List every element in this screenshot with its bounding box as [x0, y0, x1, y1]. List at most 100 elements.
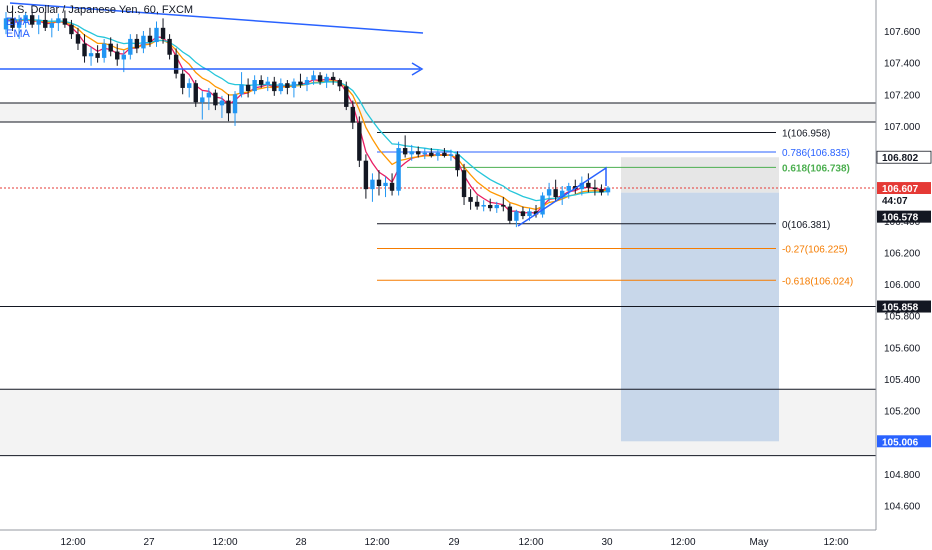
candle-body — [258, 80, 264, 85]
x-tick-label: 29 — [448, 537, 460, 548]
candle-body — [206, 92, 212, 98]
candle-body — [16, 21, 22, 28]
candle-body — [213, 92, 218, 106]
candle-body — [435, 152, 441, 156]
x-tick-label: 12:00 — [518, 537, 543, 548]
y-tick-label: 104.600 — [884, 502, 921, 513]
candle-body — [592, 187, 598, 190]
fib-level-label: -0.618(106.024) — [782, 276, 853, 287]
y-tick-label: 106.000 — [884, 280, 921, 291]
y-tick-label: 106.200 — [884, 248, 921, 259]
candle-body — [357, 122, 362, 161]
ema-indicator-label[interactable]: EMA — [6, 16, 30, 28]
candle-body — [3, 18, 9, 30]
candle-body — [559, 190, 565, 198]
ema-indicator-label[interactable]: EMA — [6, 28, 30, 40]
price-label: 105.858 — [882, 303, 919, 314]
x-tick-label: 12:00 — [670, 537, 695, 548]
candle-body — [141, 35, 146, 49]
y-tick-label: 104.800 — [884, 470, 921, 481]
candle-body — [376, 179, 382, 187]
candle-body — [533, 211, 539, 215]
candle-body — [62, 18, 68, 25]
candle-body — [389, 182, 395, 191]
candle-body — [167, 38, 172, 55]
candle-body — [488, 204, 493, 209]
candle-body — [429, 152, 434, 156]
candle-body — [121, 54, 126, 60]
x-tick-label: 12:00 — [60, 537, 85, 548]
fib-level-label: 0.786(106.835) — [782, 148, 850, 159]
candle-body — [520, 211, 526, 217]
candle-body — [180, 73, 185, 88]
candle-body — [95, 53, 100, 58]
candle-body — [56, 18, 61, 24]
candle-body — [291, 81, 297, 88]
chart-legend: U.S. Dollar / Japanese Yen, 60, FXCM EMA… — [6, 4, 193, 40]
price-label: 106.802 — [882, 153, 919, 164]
candle-body — [43, 19, 48, 28]
fib-level-label: -0.27(106.225) — [782, 244, 848, 255]
candle-body — [540, 195, 545, 215]
stop-loss-zone — [621, 157, 779, 193]
candle-body — [147, 35, 153, 43]
candle-body — [324, 76, 329, 82]
candle-body — [115, 51, 120, 60]
arrow-head — [411, 62, 424, 76]
candle-body — [23, 15, 28, 22]
candle-body — [448, 154, 454, 156]
candle-body — [154, 27, 159, 43]
candle-body — [245, 84, 251, 92]
candle-body — [75, 34, 81, 44]
candle-body — [108, 43, 113, 52]
x-tick-label: 12:00 — [823, 537, 848, 548]
candle-body — [481, 204, 486, 207]
candle-body — [383, 182, 388, 187]
x-tick-label: 27 — [143, 537, 155, 548]
candle-body — [337, 80, 342, 87]
fib-level-label: 1(106.958) — [782, 129, 830, 140]
candle-body — [461, 170, 467, 198]
candle-body — [599, 189, 604, 193]
x-tick-label: 12:00 — [212, 537, 237, 548]
candle-body — [409, 151, 414, 155]
fib-level-label: 0.618(106.738) — [782, 163, 850, 174]
price-label-box — [877, 300, 931, 313]
x-tick-label: 28 — [295, 537, 307, 548]
symbol-title[interactable]: U.S. Dollar / Japanese Yen, 60, FXCM — [6, 4, 194, 16]
x-tick-label: May — [750, 537, 769, 548]
candle-body — [272, 81, 277, 92]
candle-body — [344, 86, 349, 107]
price-label: 44:07 — [882, 196, 908, 207]
candle-body — [101, 43, 107, 58]
candle-body — [546, 189, 552, 196]
candle-body — [193, 83, 198, 103]
candle-body — [507, 206, 513, 221]
candle-body — [416, 151, 421, 155]
candle-body — [219, 100, 225, 106]
candle-body — [69, 24, 74, 35]
y-tick-label: 107.000 — [884, 122, 921, 133]
candle-body — [501, 204, 506, 207]
y-tick-label: 105.200 — [884, 407, 921, 418]
x-tick-label: 12:00 — [364, 537, 389, 548]
y-tick-label: 107.600 — [884, 27, 921, 38]
zone-band — [0, 102, 876, 122]
candle-body — [317, 75, 323, 82]
price-label-box — [876, 150, 932, 164]
candle-body — [350, 106, 356, 123]
candle-body — [265, 81, 270, 85]
candle-body — [88, 53, 94, 57]
x-tick-label: 30 — [601, 537, 613, 548]
y-tick-label: 107.200 — [884, 90, 921, 101]
candle-body — [566, 186, 571, 191]
candle-body — [298, 81, 303, 85]
y-tick-label: 105.400 — [884, 375, 921, 386]
candle-body — [252, 80, 257, 92]
candle-body — [36, 19, 41, 25]
candle-body — [468, 197, 473, 202]
candle-body — [160, 27, 166, 39]
price-label: 106.607 — [882, 184, 919, 195]
price-label: 106.578 — [882, 213, 919, 224]
